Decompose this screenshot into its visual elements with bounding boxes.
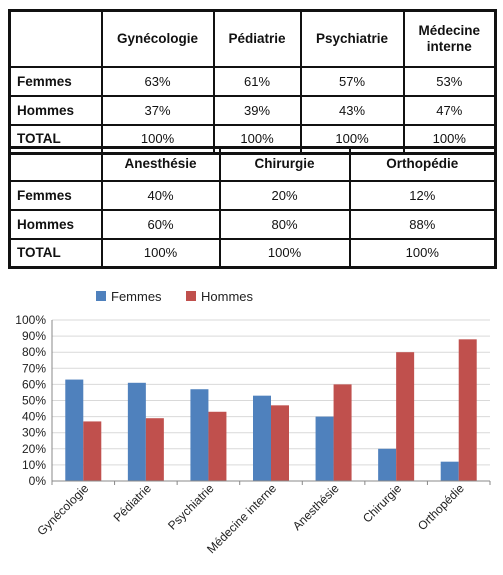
table-row-total: TOTAL 100% 100% 100%: [8, 237, 497, 269]
x-tick-label: Psychiatrie: [165, 481, 217, 533]
row-label: Femmes: [8, 179, 103, 211]
table-cell: 43%: [299, 94, 405, 126]
table-row-femmes: Femmes 63% 61% 57% 53%: [8, 65, 497, 97]
table-cell: 47%: [402, 94, 497, 126]
bar-hommes: [271, 405, 289, 481]
table-cell: 60%: [100, 208, 221, 240]
table-cell: 12%: [348, 179, 497, 211]
table-row-hommes: Hommes 60% 80% 88%: [8, 208, 497, 240]
table-cell: 53%: [402, 65, 497, 97]
chart-axes: [51, 320, 491, 485]
table-cell: 61%: [212, 65, 302, 97]
chart-legend: Femmes Hommes: [96, 289, 254, 304]
y-tick-label: 40%: [22, 410, 46, 424]
y-tick-label: 10%: [22, 458, 46, 472]
bar-hommes: [83, 421, 102, 481]
table-cell: 37%: [100, 94, 215, 126]
bar-femmes: [253, 395, 271, 481]
bar-chart: Femmes Hommes 0% 10% 20% 30% 40% 50% 60% 70% 80% 9…: [15, 289, 491, 556]
header-cell-pediatrie: Pédiatrie: [212, 9, 302, 68]
x-tick-label: Chirurgie: [360, 481, 405, 526]
y-tick-label: 100%: [15, 313, 46, 327]
y-tick-label: 30%: [22, 426, 46, 440]
table-cell: 100%: [348, 237, 497, 269]
y-tick-label: 60%: [22, 377, 46, 391]
y-tick-label: 80%: [22, 345, 46, 359]
table-cell: 63%: [100, 65, 215, 97]
header-cell-anesthesie: Anesthésie: [100, 146, 221, 182]
bar-femmes: [315, 416, 334, 481]
table-header-row: Anesthésie Chirurgie Orthopédie: [8, 146, 497, 182]
header-cell-psychiatrie: Psychiatrie: [299, 9, 405, 68]
y-tick-label: 70%: [22, 361, 46, 375]
row-label: Hommes: [8, 208, 103, 240]
y-tick-label: 0%: [29, 474, 47, 488]
y-tick-label: 90%: [22, 329, 46, 343]
legend-swatch-femmes: [96, 291, 106, 301]
legend-label-femmes: Femmes: [111, 289, 162, 304]
y-axis-ticks: 0% 10% 20% 30% 40% 50% 60% 70% 80% 90% 100%: [15, 313, 46, 488]
table-specialties-2: Anesthésie Chirurgie Orthopédie Femmes 4…: [8, 146, 497, 269]
row-label: Femmes: [8, 65, 103, 97]
row-label: TOTAL: [8, 237, 103, 269]
table-cell: 57%: [299, 65, 405, 97]
bar-femmes: [65, 379, 84, 481]
legend-swatch-hommes: [186, 291, 196, 301]
header-cell-orthopedie: Orthopédie: [348, 146, 497, 182]
table-specialties-1: Gynécologie Pédiatrie Psychiatrie Médeci…: [8, 9, 497, 155]
y-tick-label: 50%: [22, 394, 46, 408]
table-cell: 80%: [218, 208, 351, 240]
bar-hommes: [458, 339, 477, 481]
x-tick-label: Médecine interne: [204, 481, 279, 556]
x-tick-label: Pédiatrie: [111, 481, 155, 525]
bar-hommes: [145, 418, 164, 481]
table-cell: 39%: [212, 94, 302, 126]
bar-femmes: [190, 389, 209, 481]
x-axis-labels: Gynécologie Pédiatrie PsychiatrieMédecine …: [34, 481, 467, 556]
table-cell: 88%: [348, 208, 497, 240]
bar-femmes: [440, 461, 459, 481]
legend-label-hommes: Hommes: [201, 289, 254, 304]
table-header-row: Gynécologie Pédiatrie Psychiatrie Médeci…: [8, 9, 497, 68]
bar-hommes: [396, 352, 415, 481]
bar-femmes: [378, 448, 397, 481]
y-tick-label: 20%: [22, 442, 46, 456]
table-cell: 40%: [100, 179, 221, 211]
table-cell: 100%: [100, 237, 221, 269]
table-cell: 100%: [218, 237, 351, 269]
x-tick-label: Anesthésie: [290, 481, 342, 533]
header-cell-empty: [8, 146, 103, 182]
table-row-hommes: Hommes 37% 39% 43% 47%: [8, 94, 497, 126]
header-cell-medecine-interne: Médecine interne: [402, 9, 497, 68]
table-cell: 20%: [218, 179, 351, 211]
bar-hommes: [208, 411, 227, 481]
header-cell-gynecologie: Gynécologie: [100, 9, 215, 68]
row-label: Hommes: [8, 94, 103, 126]
bar-femmes: [127, 382, 146, 481]
header-cell-empty: [8, 9, 103, 68]
table-row-femmes: Femmes 40% 20% 12%: [8, 179, 497, 211]
bar-hommes: [333, 384, 352, 481]
chart-bars: [65, 339, 477, 481]
x-tick-label: Orthopédie: [415, 481, 467, 533]
header-cell-chirurgie: Chirurgie: [218, 146, 351, 182]
x-tick-label: Gynécologie: [34, 481, 91, 538]
